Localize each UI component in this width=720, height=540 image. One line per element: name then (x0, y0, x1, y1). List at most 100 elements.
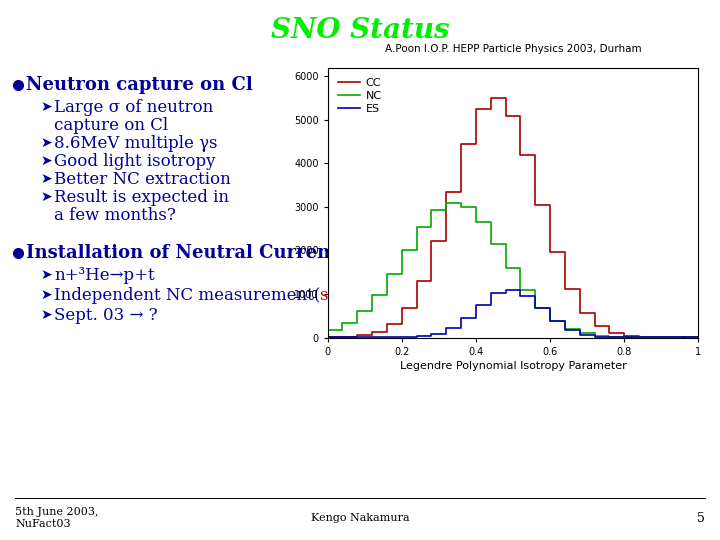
NC (516, 287, 525, 293)
CC (413, 278, 421, 284)
ES (561, 327, 570, 334)
ES (472, 302, 480, 308)
ES (413, 333, 421, 340)
Text: capture on Cl: capture on Cl (54, 117, 168, 133)
Text: ➤: ➤ (40, 190, 52, 204)
ES (501, 286, 510, 293)
Text: Neutron capture on Cl: Neutron capture on Cl (26, 76, 253, 94)
Text: Large σ of neutron: Large σ of neutron (54, 98, 213, 116)
CC (605, 330, 613, 336)
Text: ➤: ➤ (40, 268, 52, 282)
CC (456, 140, 465, 147)
NC (397, 246, 406, 253)
NC (338, 320, 347, 326)
NC (427, 207, 436, 213)
ES (516, 293, 525, 299)
CC (501, 112, 510, 119)
Text: Independent NC measurement(: Independent NC measurement( (54, 287, 320, 303)
CC (635, 334, 644, 340)
Text: Kengo Nakamura: Kengo Nakamura (311, 513, 409, 523)
Text: Good light isotropy: Good light isotropy (54, 152, 215, 170)
CC (442, 189, 451, 195)
Line: CC: CC (328, 98, 683, 338)
NC (665, 334, 673, 341)
CC (397, 305, 406, 311)
CC (561, 285, 570, 292)
CC (487, 95, 495, 102)
NC (487, 240, 495, 247)
NC (323, 327, 332, 333)
CC (649, 334, 658, 341)
NC (531, 305, 539, 311)
Text: 8.6MeV multiple γs: 8.6MeV multiple γs (54, 134, 217, 152)
ES (575, 332, 584, 338)
Text: ➤: ➤ (40, 136, 52, 150)
Text: Result is expected in: Result is expected in (54, 188, 229, 206)
NC (635, 334, 644, 341)
Text: 5th June 2003,: 5th June 2003, (15, 507, 99, 517)
Text: ➤: ➤ (40, 308, 52, 322)
Text: A.Poon I.O.P. HEPP Particle Physics 2003, Durham: A.Poon I.O.P. HEPP Particle Physics 2003… (384, 44, 642, 53)
Text: ➤: ➤ (40, 288, 52, 302)
ES (665, 334, 673, 341)
Line: NC: NC (328, 202, 683, 338)
NC (605, 334, 613, 340)
NC (575, 330, 584, 336)
ES (546, 318, 554, 325)
NC (368, 292, 377, 298)
NC (353, 308, 361, 315)
ES (368, 334, 377, 341)
CC (531, 201, 539, 208)
Text: SNO Status: SNO Status (271, 17, 449, 44)
ES (590, 334, 599, 340)
ES (427, 331, 436, 338)
Text: 5: 5 (697, 511, 705, 524)
NC (382, 271, 391, 277)
CC (546, 249, 554, 255)
NC (413, 224, 421, 230)
Text: n+³He→p+t: n+³He→p+t (54, 267, 155, 284)
Text: syst.+9.1/-8.5→4.5 %: syst.+9.1/-8.5→4.5 % (320, 287, 498, 303)
CC (368, 329, 377, 335)
ES (456, 315, 465, 321)
Text: Better NC extraction: Better NC extraction (54, 171, 230, 187)
CC (575, 309, 584, 316)
NC (590, 333, 599, 339)
CC (338, 334, 347, 340)
Text: ): ) (498, 287, 504, 303)
CC (679, 334, 688, 341)
X-axis label: Legendre Polynomial Isotropy Parameter: Legendre Polynomial Isotropy Parameter (400, 361, 626, 370)
Text: ➤: ➤ (40, 172, 52, 186)
CC (590, 323, 599, 329)
ES (442, 325, 451, 332)
NC (649, 334, 658, 341)
Text: a few months?: a few months? (54, 206, 176, 224)
NC (679, 334, 688, 341)
ES (487, 291, 495, 297)
NC (442, 199, 451, 206)
CC (353, 332, 361, 339)
Text: ➤: ➤ (40, 100, 52, 114)
ES (323, 334, 332, 341)
NC (472, 219, 480, 225)
CC (427, 238, 436, 244)
ES (649, 334, 658, 341)
Text: ➤: ➤ (40, 154, 52, 168)
ES (635, 334, 644, 341)
Text: Sept. 03 → ?: Sept. 03 → ? (54, 307, 158, 323)
CC (382, 321, 391, 327)
ES (382, 334, 391, 341)
CC (620, 333, 629, 339)
Text: NuFact03: NuFact03 (15, 519, 71, 529)
ES (397, 334, 406, 341)
NC (456, 204, 465, 210)
CC (516, 152, 525, 158)
NC (546, 318, 554, 324)
NC (501, 265, 510, 271)
ES (338, 334, 347, 341)
ES (679, 334, 688, 341)
ES (353, 334, 361, 341)
Line: ES: ES (328, 289, 683, 338)
ES (605, 334, 613, 341)
CC (323, 334, 332, 341)
